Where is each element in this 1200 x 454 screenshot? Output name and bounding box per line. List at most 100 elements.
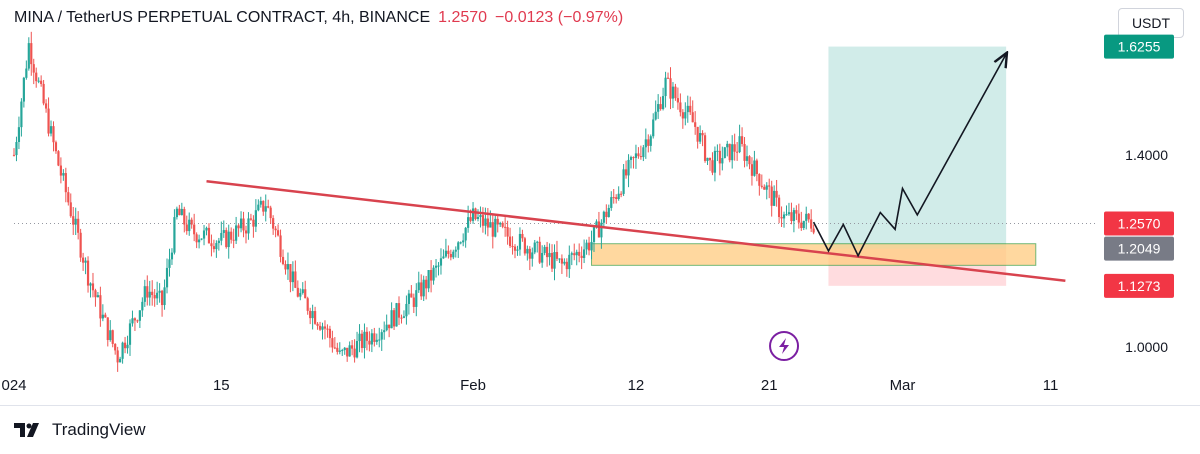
candle (267, 206, 270, 208)
candle (442, 256, 445, 259)
x-tick-label: 15 (213, 377, 230, 394)
candle (331, 338, 334, 348)
candle (748, 156, 751, 165)
price-badge: 1.6255 (1104, 34, 1174, 59)
candle (501, 222, 504, 227)
candle (15, 141, 18, 156)
tradingview-branding[interactable]: TradingView (14, 420, 146, 440)
candle (607, 207, 610, 218)
candle (528, 248, 531, 259)
currency-button[interactable]: USDT (1118, 8, 1184, 38)
candle (168, 259, 171, 268)
candle (341, 350, 344, 352)
candle (358, 333, 361, 342)
candle (212, 246, 216, 250)
candle (351, 345, 354, 349)
candle (541, 252, 544, 263)
candle (385, 324, 388, 331)
candle (526, 248, 529, 254)
candle (156, 292, 159, 299)
candle (812, 228, 815, 233)
candle (249, 218, 253, 220)
candle (54, 142, 58, 152)
candle (469, 217, 472, 221)
candle (133, 318, 137, 321)
candle (654, 111, 657, 120)
candle (425, 279, 428, 289)
candle (114, 343, 117, 351)
candle (247, 218, 250, 234)
candle (583, 249, 586, 258)
candle (178, 208, 181, 216)
candle (380, 332, 383, 340)
candle (86, 260, 90, 286)
candle (353, 348, 356, 358)
candle (17, 127, 21, 142)
candle (676, 98, 680, 103)
candle (400, 317, 403, 319)
candle (346, 347, 349, 357)
lightning-icon[interactable] (769, 331, 800, 361)
candle (279, 235, 282, 257)
candle (338, 350, 341, 352)
candle (474, 208, 477, 220)
candle (664, 77, 667, 97)
candle (513, 246, 517, 251)
candle (452, 251, 455, 258)
candle (37, 80, 40, 82)
candle (183, 208, 186, 225)
candle (67, 192, 70, 203)
candle (605, 211, 608, 218)
candle (57, 151, 60, 166)
candle (269, 207, 272, 219)
candle (148, 291, 151, 298)
candle (642, 147, 645, 158)
price-badge: 1.2570 (1104, 211, 1174, 236)
candle (272, 218, 275, 229)
target-zone (828, 46, 1007, 249)
candle (301, 289, 304, 293)
candle (745, 156, 749, 161)
candle (304, 289, 307, 299)
candle (242, 218, 245, 231)
candle (254, 210, 257, 227)
candle (518, 233, 522, 250)
candle (321, 326, 324, 330)
candle (716, 150, 719, 152)
candle (634, 153, 638, 158)
candle (193, 224, 196, 235)
candle (160, 290, 164, 306)
candle (146, 286, 149, 298)
candle (131, 318, 134, 324)
candle (777, 197, 781, 218)
footer-divider (0, 405, 1200, 406)
candle (661, 96, 665, 110)
candle (368, 340, 371, 345)
candle (72, 216, 75, 225)
candle (20, 101, 23, 128)
candle (657, 104, 660, 112)
candle (481, 215, 485, 226)
candle (763, 186, 766, 190)
candle (429, 270, 433, 281)
candle (760, 185, 763, 187)
candle (35, 72, 38, 82)
candle (309, 310, 312, 319)
candle (420, 282, 423, 297)
candle (802, 220, 805, 229)
candle (306, 298, 309, 311)
y-tick-label: 1.0000 (1125, 339, 1168, 355)
price-change-label: −0.0123 (−0.97%) (495, 9, 624, 26)
candle (721, 158, 724, 164)
candle (600, 222, 603, 238)
candle (489, 222, 492, 228)
candle (689, 105, 692, 113)
candle (434, 265, 438, 268)
candle (318, 325, 322, 330)
candle (590, 241, 593, 251)
candle (52, 126, 55, 143)
candle (652, 119, 655, 137)
candle (585, 242, 588, 250)
price-badge-label: 1.2049 (1118, 241, 1161, 257)
